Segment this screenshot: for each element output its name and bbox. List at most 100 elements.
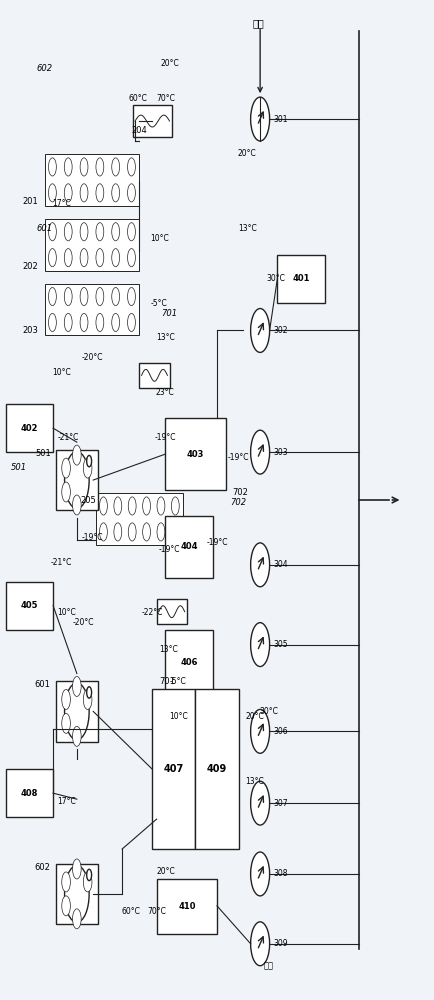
Circle shape xyxy=(251,852,270,896)
FancyBboxPatch shape xyxy=(277,255,325,303)
Text: 501: 501 xyxy=(10,463,27,472)
Text: 404: 404 xyxy=(180,542,198,551)
Circle shape xyxy=(49,287,56,306)
Text: 302: 302 xyxy=(273,326,288,335)
Circle shape xyxy=(251,97,270,141)
Circle shape xyxy=(83,872,92,892)
Circle shape xyxy=(49,184,56,202)
Text: 601: 601 xyxy=(36,224,53,233)
Text: 702: 702 xyxy=(232,488,248,497)
Circle shape xyxy=(96,158,104,176)
Text: 10°C: 10°C xyxy=(169,712,187,721)
Text: 303: 303 xyxy=(273,448,288,457)
Circle shape xyxy=(112,184,120,202)
Circle shape xyxy=(143,497,151,515)
Circle shape xyxy=(128,313,135,332)
Circle shape xyxy=(62,689,70,709)
FancyBboxPatch shape xyxy=(45,154,139,206)
Text: 30°C: 30°C xyxy=(266,274,286,283)
Circle shape xyxy=(49,158,56,176)
Text: -5°C: -5°C xyxy=(170,677,187,686)
Circle shape xyxy=(64,158,72,176)
Circle shape xyxy=(80,313,88,332)
Circle shape xyxy=(49,313,56,332)
Text: 405: 405 xyxy=(21,601,38,610)
Circle shape xyxy=(96,249,104,267)
Text: 701: 701 xyxy=(160,677,175,686)
Text: -22°C: -22°C xyxy=(141,608,163,617)
Text: 307: 307 xyxy=(273,799,288,808)
Text: 202: 202 xyxy=(22,262,38,271)
FancyBboxPatch shape xyxy=(133,105,172,137)
FancyBboxPatch shape xyxy=(6,582,53,630)
Circle shape xyxy=(112,158,120,176)
Text: -19°C: -19°C xyxy=(155,433,176,442)
Circle shape xyxy=(171,523,179,541)
Circle shape xyxy=(114,523,122,541)
Text: -19°C: -19°C xyxy=(159,545,180,554)
Bar xyxy=(56,681,98,742)
Text: 20°C: 20°C xyxy=(160,59,179,68)
Circle shape xyxy=(49,249,56,267)
Text: 701: 701 xyxy=(161,309,178,318)
Bar xyxy=(56,450,98,510)
Circle shape xyxy=(64,223,72,241)
Text: 30°C: 30°C xyxy=(259,707,278,716)
Circle shape xyxy=(80,184,88,202)
Text: 原料: 原料 xyxy=(264,962,274,971)
Circle shape xyxy=(251,781,270,825)
Circle shape xyxy=(87,455,92,467)
Text: 17°C: 17°C xyxy=(57,797,76,806)
Circle shape xyxy=(62,896,70,916)
FancyBboxPatch shape xyxy=(165,418,226,490)
Circle shape xyxy=(251,430,270,474)
FancyBboxPatch shape xyxy=(165,630,213,694)
Circle shape xyxy=(96,223,104,241)
Circle shape xyxy=(143,523,151,541)
Circle shape xyxy=(251,709,270,753)
Circle shape xyxy=(72,445,81,465)
Circle shape xyxy=(128,158,135,176)
Circle shape xyxy=(251,543,270,587)
Circle shape xyxy=(49,223,56,241)
FancyBboxPatch shape xyxy=(195,689,239,849)
Text: 70°C: 70°C xyxy=(157,94,175,103)
Text: 408: 408 xyxy=(21,789,38,798)
Circle shape xyxy=(112,223,120,241)
FancyBboxPatch shape xyxy=(6,404,53,452)
Circle shape xyxy=(80,287,88,306)
Circle shape xyxy=(72,909,81,929)
Circle shape xyxy=(87,869,92,881)
Text: 204: 204 xyxy=(132,126,147,135)
Text: 409: 409 xyxy=(207,764,227,774)
Circle shape xyxy=(157,497,165,515)
FancyBboxPatch shape xyxy=(157,599,187,624)
Circle shape xyxy=(251,922,270,966)
Circle shape xyxy=(83,689,92,709)
Text: 23°C: 23°C xyxy=(156,388,174,397)
Text: 60°C: 60°C xyxy=(128,94,148,103)
Text: 205: 205 xyxy=(81,496,96,505)
Text: 401: 401 xyxy=(293,274,310,283)
Circle shape xyxy=(64,249,72,267)
FancyBboxPatch shape xyxy=(45,219,139,271)
Circle shape xyxy=(99,523,107,541)
Text: -19°C: -19°C xyxy=(206,538,228,547)
Circle shape xyxy=(64,184,72,202)
Circle shape xyxy=(128,223,135,241)
Text: 309: 309 xyxy=(273,939,288,948)
FancyBboxPatch shape xyxy=(157,879,217,934)
Circle shape xyxy=(80,249,88,267)
Circle shape xyxy=(112,249,120,267)
Text: 702: 702 xyxy=(230,498,247,507)
Circle shape xyxy=(87,687,92,698)
Circle shape xyxy=(128,287,135,306)
Circle shape xyxy=(65,452,89,508)
Circle shape xyxy=(112,313,120,332)
FancyBboxPatch shape xyxy=(6,769,53,817)
FancyBboxPatch shape xyxy=(96,493,183,545)
Circle shape xyxy=(128,249,135,267)
Text: -20°C: -20°C xyxy=(72,618,94,627)
Text: 10°C: 10°C xyxy=(150,234,169,243)
Text: 410: 410 xyxy=(178,902,196,911)
